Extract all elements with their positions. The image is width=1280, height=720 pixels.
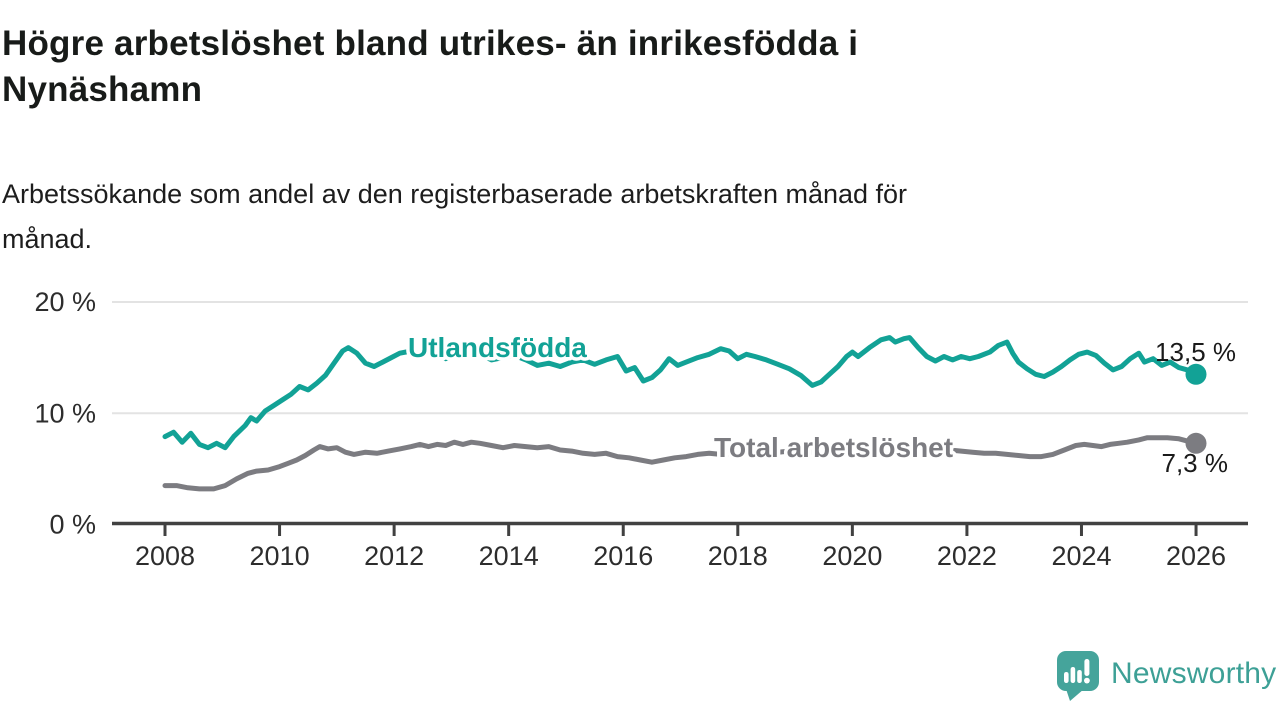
chart-subtitle: Arbetssökande som andel av den registerb… [2,172,1202,262]
speech-bubble-chart-icon [1057,651,1099,701]
x-axis-label: 2020 [822,541,882,571]
newsworthy-logo: Newsworthy [1056,650,1276,702]
y-axis-label: 0 % [49,510,96,540]
y-axis-label: 10 % [34,398,96,428]
series-end-dot [1185,432,1207,454]
series-label-total: Total arbetslöshet [714,432,953,463]
series-line-utlandsf-dda [162,335,1199,451]
x-axis-label: 2014 [479,541,539,571]
series-label-utlandsfodda: Utlandsfödda [408,332,587,363]
newsworthy-logo-text: Newsworthy [1111,657,1277,690]
x-axis-label: 2008 [135,541,195,571]
x-axis-label: 2026 [1166,541,1226,571]
page-title-line1: Högre arbetslöshet bland utrikes- än inr… [2,24,859,63]
page-title: Högre arbetslöshet bland utrikes- än inr… [2,21,1182,113]
chart-subtitle-line1: Arbetssökande som andel av den registerb… [2,179,908,209]
x-axis-label: 2024 [1051,541,1111,571]
y-axis-label: 20 % [34,287,96,317]
x-axis-label: 2022 [937,541,997,571]
page-title-line2: Nynäshamn [2,70,203,109]
x-axis-label: 2016 [593,541,653,571]
newsworthy-logo-icon [1057,651,1099,701]
series-end-value-label: 13,5 % [1155,337,1236,367]
x-axis-label: 2018 [708,541,768,571]
series-end-dot [1185,363,1207,385]
series-end-value-label: 7,3 % [1162,448,1229,478]
x-axis-label: 2010 [250,541,310,571]
chart-subtitle-line2: månad. [2,224,93,254]
series-line-total-arbetsl-shet [162,435,1199,492]
x-axis-label: 2012 [364,541,424,571]
